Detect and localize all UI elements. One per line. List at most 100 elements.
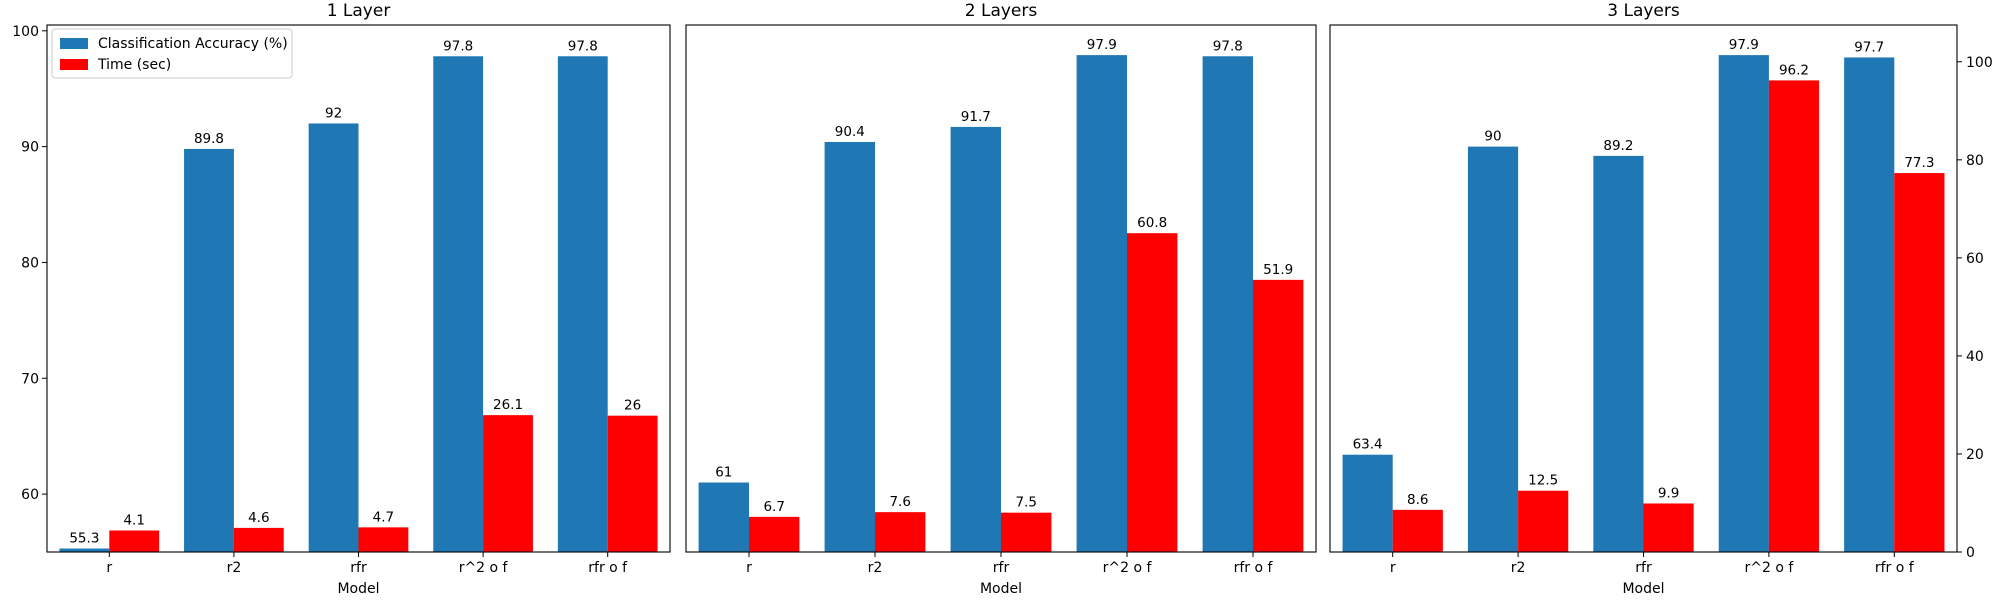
time-bar-1 xyxy=(1392,509,1443,552)
x-tick-label-2: r2 xyxy=(227,560,242,576)
y-left-tick-label-2: 70 xyxy=(21,371,39,387)
time-label-4: 96.2 xyxy=(1779,62,1809,78)
accuracy-label-5: 97.8 xyxy=(568,38,598,54)
accuracy-label-3: 92 xyxy=(325,105,342,121)
time-bar-3 xyxy=(1643,503,1694,552)
accuracy-label-3: 89.2 xyxy=(1603,138,1633,154)
accuracy-label-2: 90.4 xyxy=(835,124,865,140)
panel-2: 61 6.7 r 90.4 7.6 r2 91.7 7.5 rfr 97.9 60.8 r^2 o f… xyxy=(685,1,1317,597)
accuracy-bar-4 xyxy=(1076,55,1127,552)
accuracy-label-2: 89.8 xyxy=(194,131,224,147)
time-bar-4 xyxy=(1127,233,1178,553)
x-tick-label-5: rfr o f xyxy=(1875,560,1915,576)
x-axis-label: Model xyxy=(980,581,1022,597)
time-bar-5 xyxy=(607,415,658,552)
x-tick-label-4: r^2 o f xyxy=(1103,560,1153,576)
x-tick-label-2: r2 xyxy=(1511,560,1526,576)
accuracy-label-2: 90 xyxy=(1484,129,1501,145)
time-label-2: 4.6 xyxy=(248,510,269,526)
time-label-3: 7.5 xyxy=(1015,495,1036,511)
accuracy-label-4: 97.8 xyxy=(443,38,473,54)
time-label-5: 77.3 xyxy=(1904,155,1934,171)
x-axis-label: Model xyxy=(1622,581,1664,597)
plot-frame xyxy=(1329,24,1958,553)
x-axis-label: Model xyxy=(337,581,379,597)
time-bar-3 xyxy=(358,527,409,552)
x-tick-label-1: r xyxy=(106,560,112,576)
time-label-4: 60.8 xyxy=(1137,215,1167,231)
time-label-1: 6.7 xyxy=(763,499,784,515)
accuracy-label-5: 97.8 xyxy=(1213,38,1243,54)
plot-frame xyxy=(46,24,671,553)
panel-title: 2 Layers xyxy=(965,1,1038,21)
x-tick-label-5: rfr o f xyxy=(1234,560,1274,576)
accuracy-bar-1 xyxy=(698,482,749,552)
y-left-tick-label-5: 100 xyxy=(12,24,39,40)
time-bar-5 xyxy=(1894,173,1945,552)
time-bar-4 xyxy=(1768,80,1820,553)
x-tick-label-3: rfr xyxy=(350,560,367,576)
accuracy-bar-1 xyxy=(59,548,110,552)
time-bar-5 xyxy=(1253,279,1304,552)
y-right-tick-label-5: 80 xyxy=(1966,153,1984,169)
accuracy-bar-1 xyxy=(1342,454,1393,552)
accuracy-label-5: 97.7 xyxy=(1854,39,1884,55)
y-right-tick-label-2: 20 xyxy=(1966,447,1984,463)
time-bar-2 xyxy=(875,512,926,552)
accuracy-label-4: 97.9 xyxy=(1087,37,1117,53)
accuracy-bar-2 xyxy=(184,148,234,552)
time-label-2: 7.6 xyxy=(889,494,910,510)
y-left-tick-label-3: 80 xyxy=(21,255,39,271)
y-right-tick-label-3: 40 xyxy=(1966,349,1984,365)
y-left-tick-label-4: 90 xyxy=(21,140,39,156)
time-label-5: 51.9 xyxy=(1263,262,1293,278)
accuracy-label-1: 63.4 xyxy=(1353,437,1383,453)
accuracy-label-4: 97.9 xyxy=(1729,37,1759,53)
accuracy-bar-2 xyxy=(824,141,875,552)
accuracy-bar-3 xyxy=(1593,155,1644,552)
accuracy-bar-2 xyxy=(1467,146,1519,552)
accuracy-bar-5 xyxy=(557,56,608,553)
x-tick-label-1: r xyxy=(1390,560,1396,576)
time-label-3: 4.7 xyxy=(373,509,394,525)
accuracy-bar-3 xyxy=(950,126,1001,552)
y-right-tick-label-6: 100 xyxy=(1966,55,1993,71)
legend: Classification Accuracy (%) Time (sec) xyxy=(51,28,293,79)
accuracy-label-1: 61 xyxy=(715,465,732,481)
y-right-tick-label-4: 60 xyxy=(1966,251,1984,267)
time-label-1: 4.1 xyxy=(123,513,144,529)
time-label-2: 12.5 xyxy=(1528,473,1558,489)
x-tick-label-2: r2 xyxy=(868,560,883,576)
accuracy-label-3: 91.7 xyxy=(961,109,991,125)
legend-entry-2: Time (sec) xyxy=(97,57,171,73)
x-tick-label-4: r^2 o f xyxy=(1745,560,1795,576)
x-tick-label-3: rfr xyxy=(993,560,1010,576)
accuracy-bar-4 xyxy=(433,56,484,553)
time-bar-1 xyxy=(109,530,160,552)
x-tick-label-5: rfr o f xyxy=(588,560,628,576)
accuracy-label-1: 55.3 xyxy=(69,531,99,547)
panel-title: 3 Layers xyxy=(1607,1,1680,21)
legend-swatch-2 xyxy=(60,59,88,70)
time-bar-1 xyxy=(749,516,800,552)
time-label-4: 26.1 xyxy=(493,397,523,413)
time-label-1: 8.6 xyxy=(1407,492,1428,508)
panel-3: 63.4 8.6 r 90 12.5 r2 89.2 9.9 rfr 97.9 96.2 r^2 o … xyxy=(1329,1,1993,597)
panel-title: 1 Layer xyxy=(327,1,391,21)
time-bar-2 xyxy=(1518,490,1569,552)
time-bar-3 xyxy=(1001,512,1052,552)
panel-1: 55.3 4.1 r 89.8 4.6 r2 92 4.7 rfr 97.8 26.1 r^2 o f… xyxy=(12,1,671,597)
time-bar-4 xyxy=(483,415,533,552)
time-bar-2 xyxy=(233,527,284,552)
accuracy-bar-5 xyxy=(1844,57,1895,552)
x-tick-label-1: r xyxy=(746,560,752,576)
time-label-5: 26 xyxy=(624,398,641,414)
x-tick-label-4: r^2 o f xyxy=(459,560,509,576)
accuracy-bar-3 xyxy=(308,123,359,552)
x-tick-label-3: rfr xyxy=(1635,560,1652,576)
accuracy-bar-5 xyxy=(1202,56,1253,553)
legend-entry-1: Classification Accuracy (%) xyxy=(98,36,288,52)
legend-swatch-1 xyxy=(60,38,88,49)
y-right-tick-label-1: 0 xyxy=(1966,545,1975,561)
